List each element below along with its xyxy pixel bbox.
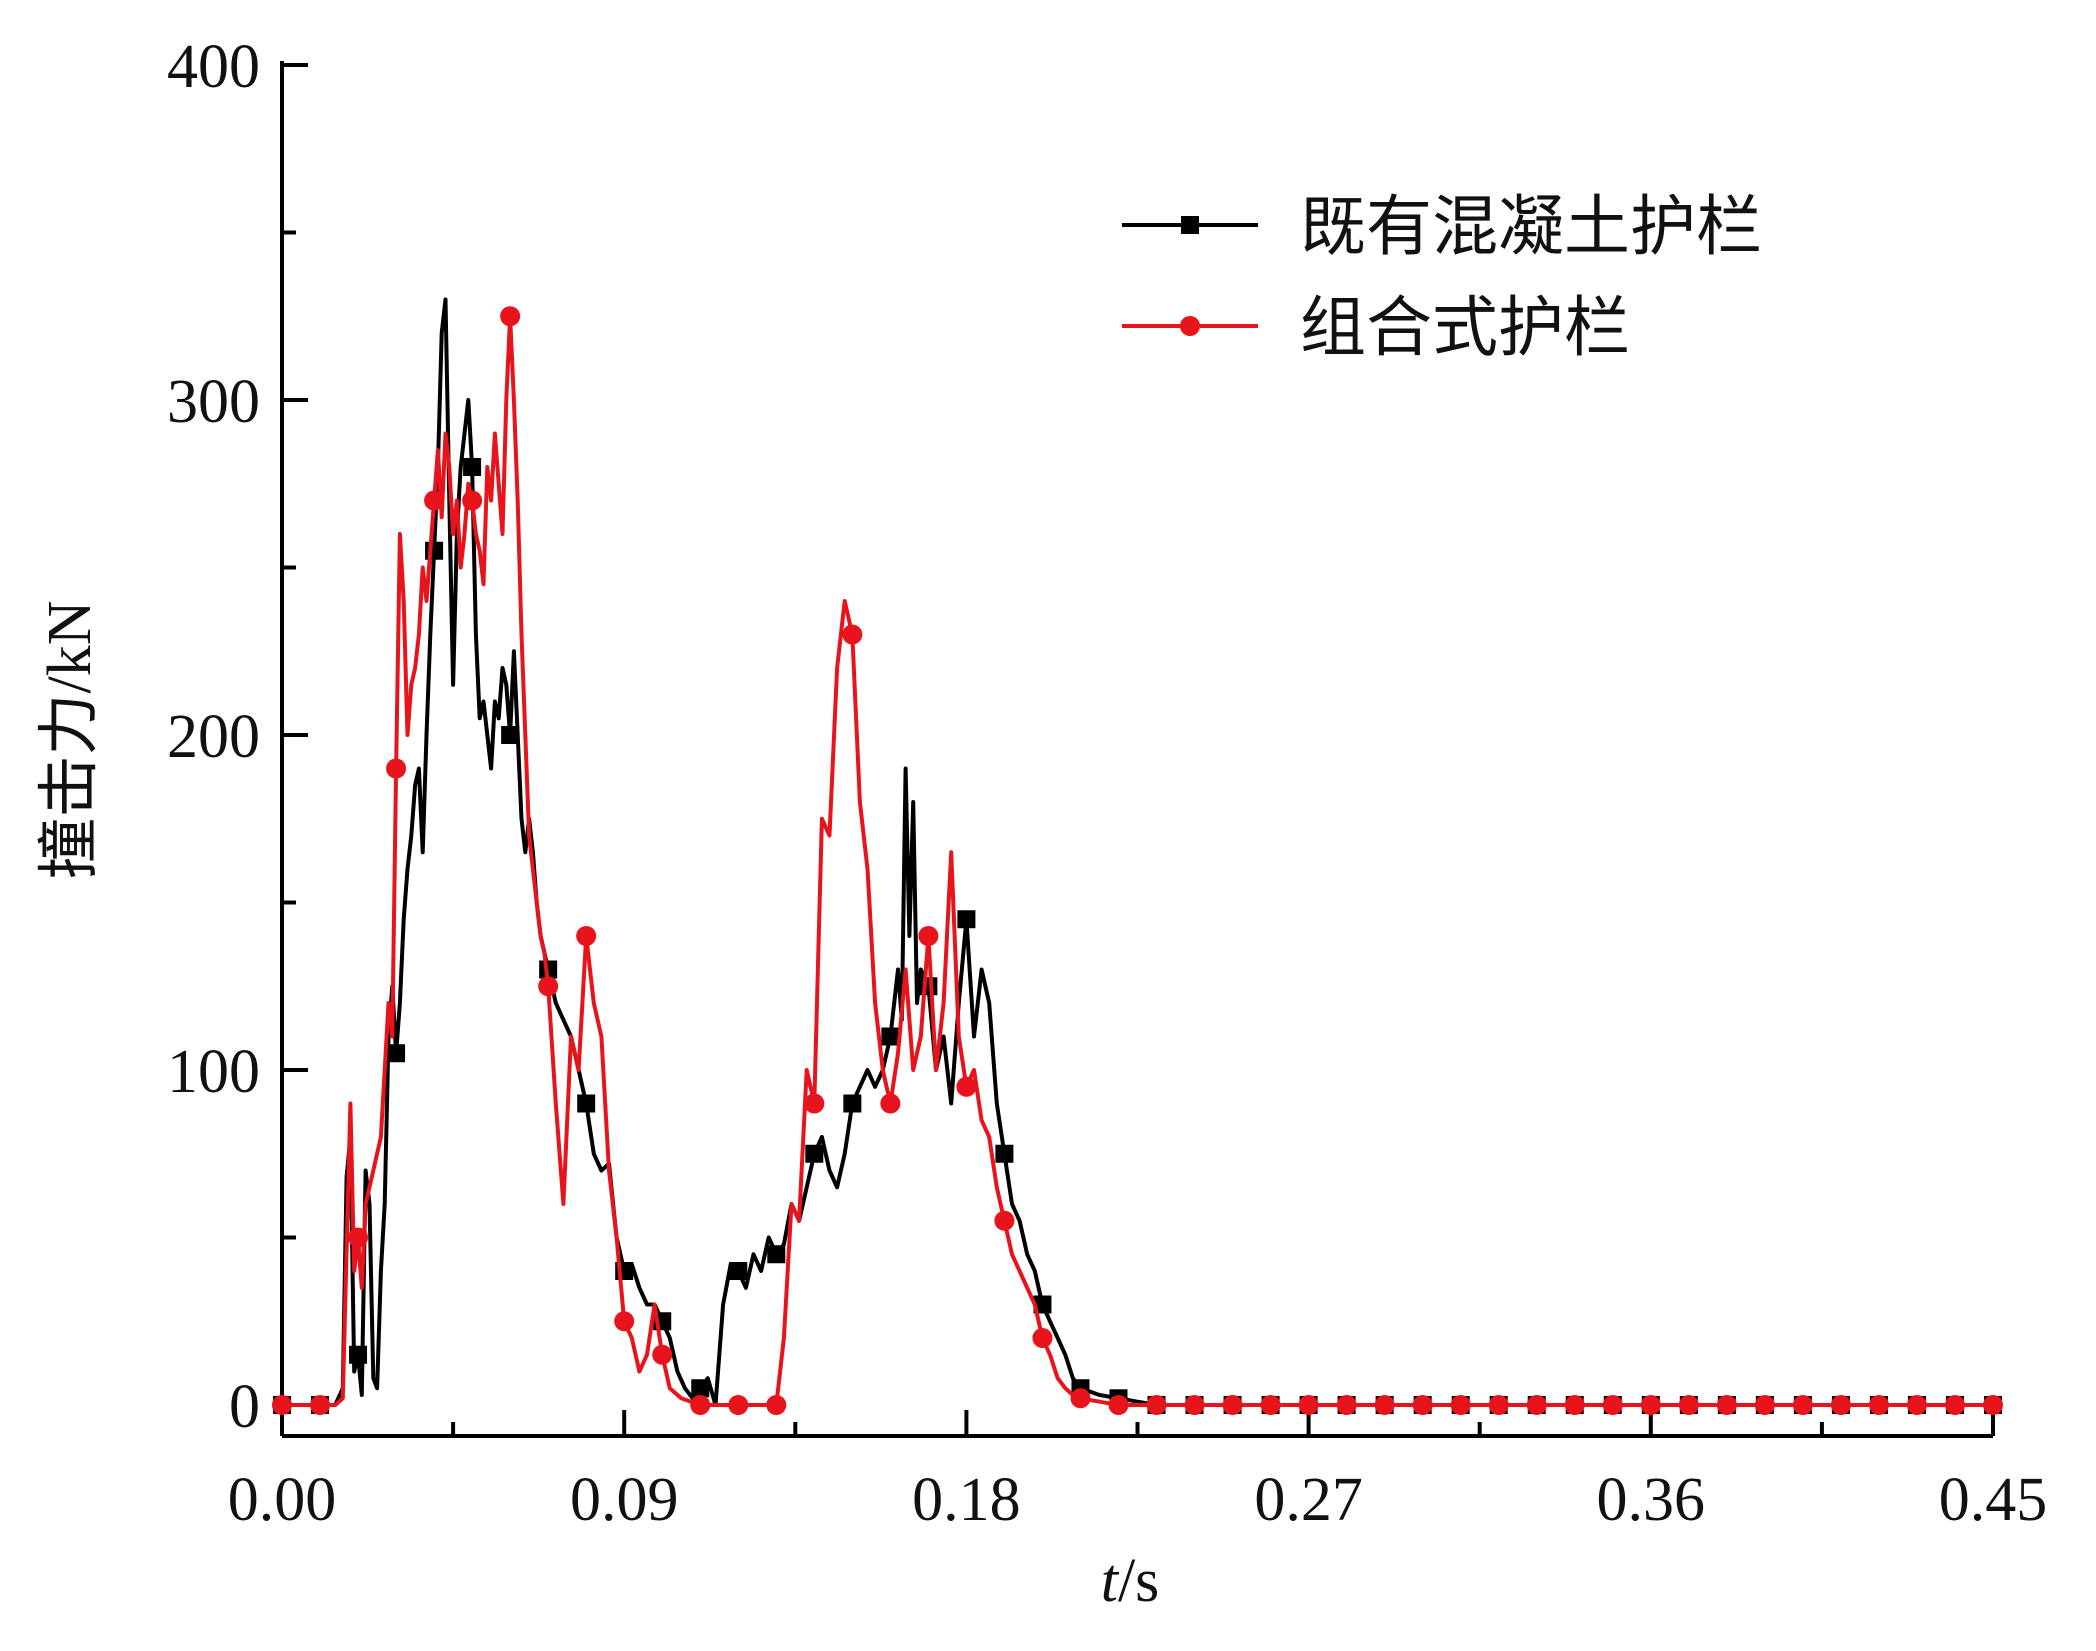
data-point [1754, 1395, 1775, 1415]
data-point [880, 1093, 901, 1114]
data-point [272, 1395, 292, 1415]
data-point [1640, 1395, 1661, 1415]
data-point [538, 976, 559, 997]
data-point [576, 926, 597, 946]
y-tick-label: 200 [167, 703, 260, 771]
data-point [463, 458, 482, 476]
data-point [652, 1344, 673, 1365]
data-point [1868, 1395, 1889, 1415]
data-point [386, 758, 407, 779]
data-point [919, 977, 938, 996]
data-point [1260, 1395, 1281, 1415]
x-tick-label: 0.45 [1939, 1466, 2048, 1534]
data-point [804, 1093, 825, 1114]
data-point [1146, 1395, 1167, 1415]
x-axis-title-symbol: t [1101, 1547, 1120, 1615]
series-2 [272, 306, 2003, 1415]
data-point [500, 306, 521, 327]
x-axis-title-unit: /s [1118, 1547, 1159, 1615]
data-point [501, 726, 520, 744]
axes [280, 61, 1993, 1438]
data-point [843, 1094, 862, 1113]
data-point [766, 1395, 787, 1415]
legend-label: 组合式护栏 [1300, 289, 1630, 366]
x-tick-label: 0.00 [228, 1466, 337, 1534]
data-point [1602, 1395, 1623, 1415]
ticks: 0.00 0.09 0.18 0.27 0.36 0.45 0 100 200 300 400 [167, 33, 2047, 1534]
data-point [424, 490, 445, 511]
data-point [918, 926, 939, 946]
x-tick-label: 0.27 [1254, 1466, 1363, 1534]
y-tick-label: 0 [229, 1373, 260, 1441]
data-point [577, 1094, 596, 1113]
data-point [1033, 1295, 1052, 1314]
data-point [1564, 1395, 1585, 1415]
data-point [728, 1395, 749, 1415]
data-point [1830, 1395, 1851, 1415]
data-point [1336, 1395, 1357, 1415]
legend-label: 既有混凝土护栏 [1300, 188, 1762, 265]
data-point [387, 1044, 406, 1063]
data-point [349, 1345, 368, 1364]
data-point [1678, 1395, 1699, 1415]
data-point [1032, 1328, 1053, 1348]
data-point [1412, 1395, 1433, 1415]
series-layer [272, 297, 2003, 1415]
x-tick-label: 0.36 [1597, 1466, 1706, 1534]
legend-entry: 组合式护栏 [1122, 289, 1630, 366]
data-point [995, 1144, 1014, 1163]
data-point [1906, 1395, 1927, 1415]
legend-marker [1180, 316, 1200, 336]
data-point [1222, 1395, 1243, 1415]
data-point [1526, 1395, 1547, 1415]
data-point [994, 1210, 1015, 1231]
data-point [1944, 1395, 1965, 1415]
y-axis-title: 撞击力/kN [36, 600, 104, 879]
data-point [729, 1262, 748, 1280]
data-point [1184, 1395, 1205, 1415]
data-point [1450, 1395, 1471, 1415]
x-tick-label: 0.18 [912, 1466, 1021, 1534]
data-point [462, 490, 483, 511]
y-tick-label: 300 [167, 368, 260, 436]
data-point [1108, 1395, 1129, 1415]
data-point [691, 1379, 710, 1398]
data-point [1716, 1395, 1737, 1415]
series-line [282, 314, 1993, 1407]
data-point [614, 1311, 635, 1332]
y-tick-label: 100 [167, 1038, 260, 1106]
y-tick-label: 400 [167, 33, 260, 101]
x-tick-label: 0.09 [570, 1466, 679, 1534]
data-point [1298, 1395, 1319, 1415]
x-axis-title: t/s [1101, 1547, 1160, 1615]
legend-entry: 既有混凝土护栏 [1122, 188, 1762, 265]
data-point [767, 1245, 786, 1264]
data-point [690, 1395, 711, 1415]
data-point [1983, 1395, 2003, 1415]
data-point [881, 1027, 900, 1046]
data-point [805, 1144, 824, 1163]
data-point [842, 624, 863, 645]
data-point [1070, 1388, 1091, 1409]
data-point [1792, 1395, 1813, 1415]
data-point [425, 541, 444, 560]
data-point [1374, 1395, 1395, 1415]
data-point [957, 910, 976, 929]
legend-marker [1181, 216, 1199, 234]
data-point [348, 1227, 369, 1248]
data-point [310, 1395, 331, 1415]
series-line [282, 297, 1993, 1407]
data-point [1488, 1395, 1509, 1415]
data-point [956, 1076, 977, 1097]
